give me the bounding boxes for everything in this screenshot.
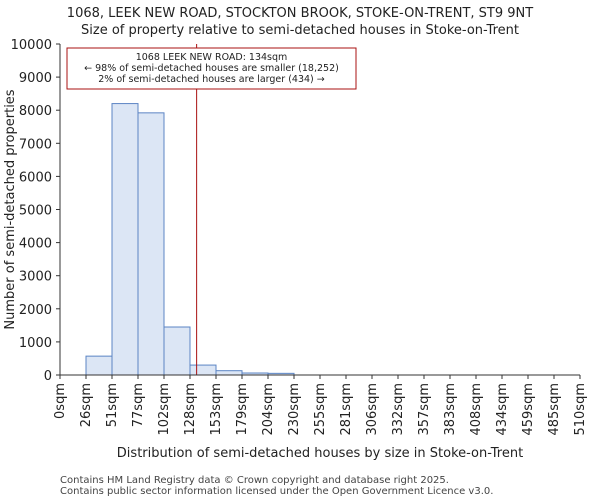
y-tick-label: 5000 [19,204,52,219]
x-tick-label: 204sqm [261,383,276,436]
x-tick-label: 128sqm [183,383,198,436]
x-tick-label: 434sqm [495,383,510,436]
histogram-bar [85,355,113,376]
annotation-line-2: ← 98% of semi-detached houses are smalle… [84,63,339,74]
x-tick-label: 485sqm [547,383,562,436]
histogram-bar [215,370,243,376]
x-tick-label: 26sqm [79,383,94,427]
y-tick-label: 7000 [19,137,52,152]
footer-line-2: Contains public sector information licen… [60,486,494,497]
x-tick-label: 459sqm [521,383,536,436]
x-tick-label: 383sqm [443,383,458,436]
x-tick-label: 255sqm [313,383,328,436]
x-tick-label: 179sqm [235,383,250,436]
histogram-bar [163,326,191,376]
x-axis-title: Distribution of semi-detached houses by … [117,446,523,461]
x-tick-label: 332sqm [391,383,406,436]
x-tick-label: 281sqm [339,383,354,436]
histogram-chart: 1068 LEEK NEW ROAD: 134sqm← 98% of semi-… [3,38,588,461]
x-tick-label: 230sqm [287,383,302,436]
y-tick-label: 0 [44,369,52,384]
histogram-bar [189,364,217,376]
x-tick-label: 77sqm [131,383,146,427]
y-tick-label: 2000 [19,303,52,318]
x-tick-label: 510sqm [573,383,588,436]
annotation-box [66,47,357,90]
x-tick-label: 357sqm [417,383,432,436]
histogram-bar [111,103,139,376]
y-tick-label: 8000 [19,104,52,119]
x-tick-label: 0sqm [53,383,68,419]
y-axis-title: Number of semi-detached properties [3,89,18,329]
x-tick-label: 153sqm [209,383,224,436]
y-tick-label: 9000 [19,71,52,86]
x-tick-label: 408sqm [469,383,484,436]
x-tick-label: 306sqm [365,383,380,436]
y-tick-label: 10000 [11,38,52,53]
x-tick-label: 102sqm [157,383,172,436]
y-tick-label: 1000 [19,336,52,351]
annotation-line-1: 1068 LEEK NEW ROAD: 134sqm [136,52,288,63]
histogram-bar [137,112,165,376]
y-tick-label: 6000 [19,170,52,185]
chart-title: 1068, LEEK NEW ROAD, STOCKTON BROOK, STO… [66,6,534,21]
y-tick-label: 4000 [19,237,52,252]
x-tick-label: 51sqm [105,383,120,427]
annotation-line-3: 2% of semi-detached houses are larger (4… [98,74,325,85]
chart-subtitle: Size of property relative to semi-detach… [81,23,519,38]
y-tick-label: 3000 [19,270,52,285]
footer-line-1: Contains HM Land Registry data © Crown c… [60,475,449,486]
